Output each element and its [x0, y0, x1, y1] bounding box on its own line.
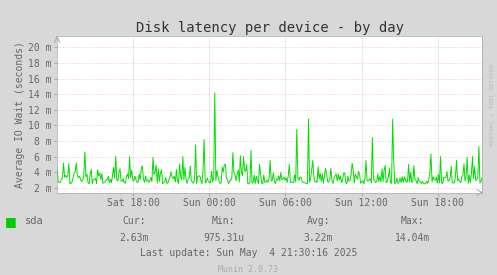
- Text: Max:: Max:: [401, 216, 424, 226]
- Text: 3.22m: 3.22m: [303, 233, 333, 243]
- Text: Avg:: Avg:: [306, 216, 330, 226]
- Text: 2.63m: 2.63m: [119, 233, 149, 243]
- Text: Min:: Min:: [212, 216, 236, 226]
- Text: Munin 2.0.73: Munin 2.0.73: [219, 265, 278, 274]
- Text: Last update: Sun May  4 21:30:16 2025: Last update: Sun May 4 21:30:16 2025: [140, 248, 357, 258]
- Text: RRDTOOL / TOBI OETIKER: RRDTOOL / TOBI OETIKER: [490, 63, 495, 146]
- Text: 975.31u: 975.31u: [203, 233, 244, 243]
- Text: ■: ■: [5, 215, 17, 228]
- Text: 14.04m: 14.04m: [395, 233, 430, 243]
- Text: sda: sda: [25, 216, 44, 226]
- Title: Disk latency per device - by day: Disk latency per device - by day: [136, 21, 404, 35]
- Y-axis label: Average IO Wait (seconds): Average IO Wait (seconds): [15, 41, 25, 188]
- Text: Cur:: Cur:: [122, 216, 146, 226]
